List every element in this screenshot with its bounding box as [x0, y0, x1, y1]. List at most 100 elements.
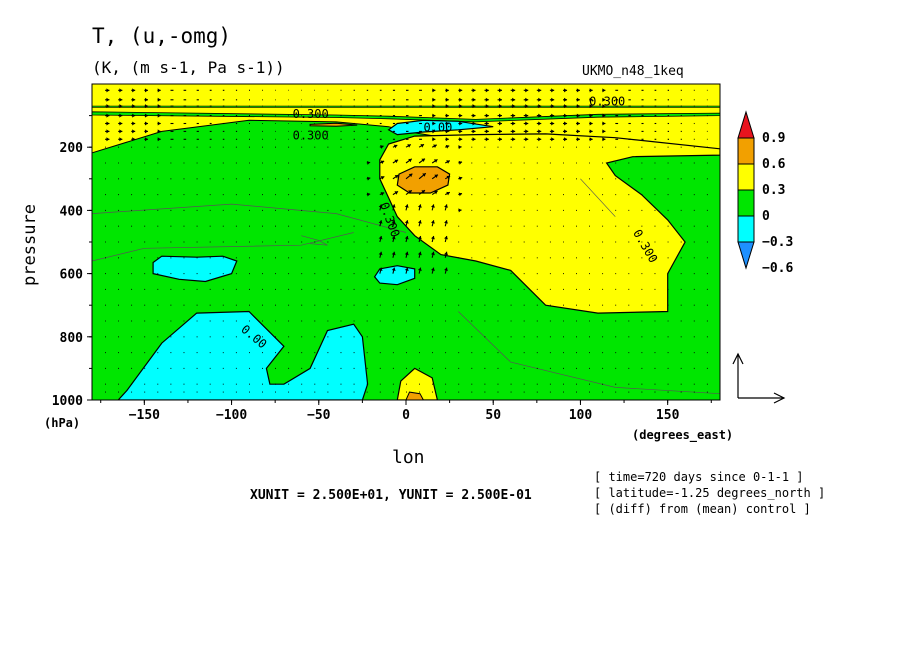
vector-head-321 — [525, 137, 529, 142]
vector-head-279 — [602, 129, 606, 134]
vector-head-360 — [407, 144, 411, 148]
x-ticks: −150 −100 −50 0 50 100 150 — [100, 400, 712, 423]
vector-head-78 — [485, 97, 489, 102]
vector-head-551 — [391, 204, 396, 208]
reference-vector — [732, 352, 786, 404]
contour-label-2: 0.300 — [293, 128, 329, 142]
contour-label-1: 0.300 — [589, 94, 625, 108]
vector-head-291 — [132, 137, 136, 142]
vector-head-698 — [430, 251, 435, 256]
vector-head-552 — [404, 204, 409, 208]
vector-head-292 — [144, 137, 148, 142]
vector-head-456 — [408, 173, 413, 178]
colorbar-label-0: 0.9 — [762, 131, 785, 146]
vector-head-320 — [512, 137, 516, 142]
vector-head-457 — [422, 173, 426, 177]
y-tick-label-800: 800 — [60, 331, 84, 346]
vector-head-27 — [445, 88, 449, 93]
x-tick-label--100: −100 — [216, 408, 247, 423]
vector-head-699 — [444, 251, 448, 256]
vector-head-503 — [394, 191, 399, 195]
vector-head-278 — [589, 129, 593, 134]
vector-head-179 — [551, 113, 555, 118]
vector-head-79 — [499, 97, 503, 102]
vector-head-506 — [433, 191, 438, 195]
vector-head-323 — [551, 137, 555, 142]
vector-head-193 — [106, 121, 110, 126]
vector-head-358 — [380, 145, 384, 149]
contour-label-6: 0.00 — [423, 120, 452, 134]
vector-head-603 — [444, 220, 448, 224]
vector-head-602 — [430, 220, 435, 224]
vector-head-127 — [499, 104, 503, 109]
vector-head-170 — [432, 113, 436, 118]
vector-head-26 — [432, 88, 436, 93]
vector-head-268 — [459, 129, 463, 134]
vector-head-293 — [157, 137, 161, 142]
vector-head-359 — [393, 144, 398, 149]
vector-head-651 — [444, 236, 448, 240]
vector-head-407 — [394, 159, 399, 164]
vector-head-649 — [417, 236, 422, 240]
vector-head-28 — [459, 88, 463, 93]
vector-head-221 — [472, 121, 476, 126]
y-tick-label-400: 400 — [60, 204, 84, 219]
chart-units: (K, (m s-1, Pa s-1)) — [92, 58, 285, 77]
vector-head-408 — [408, 158, 412, 163]
y-tick-label-600: 600 — [60, 268, 84, 283]
vector-head-1 — [106, 88, 110, 93]
y-tick-label-200: 200 — [60, 141, 84, 156]
fill-green-band — [92, 111, 720, 123]
fill-cyan-lower — [117, 310, 369, 400]
vector-head-219 — [445, 121, 449, 126]
vector-head-504 — [408, 190, 412, 194]
vector-head-196 — [144, 121, 148, 126]
vector-head-197 — [157, 121, 161, 126]
vector-head-51 — [132, 97, 136, 102]
vector-head-38 — [589, 88, 593, 93]
colorbar-label-2: 0.3 — [762, 183, 785, 198]
x-tick-label-100: 100 — [569, 408, 593, 423]
vector-head-319 — [499, 137, 503, 142]
vector-head-39 — [602, 88, 606, 93]
vector-head-76 — [459, 97, 463, 102]
vector-head-744 — [404, 267, 409, 271]
vector-head-177 — [525, 113, 529, 118]
vector-head-455 — [394, 175, 399, 179]
vector-head-4 — [144, 88, 148, 93]
vector-head-553 — [417, 204, 422, 208]
vector-head-267 — [445, 129, 449, 134]
fill-orange-core — [396, 166, 451, 194]
vector-head-97 — [106, 104, 110, 109]
vector-head-406 — [380, 160, 385, 165]
vector-head-34 — [538, 88, 542, 93]
vector-head-122 — [432, 104, 436, 109]
x-axis-label: lon — [392, 447, 425, 468]
colorbar-seg-3 — [737, 189, 755, 217]
vector-head-501 — [366, 192, 371, 197]
vector-head-146 — [119, 113, 123, 118]
y-ticks: 200 400 600 800 1000 — [52, 115, 92, 409]
vector-head-98 — [119, 104, 123, 109]
vector-head-129 — [525, 104, 529, 109]
vector-head-647 — [391, 236, 396, 240]
vector-head-273 — [525, 129, 529, 134]
meta-time: [ time=720 days since 0-1-1 ] — [594, 470, 804, 484]
y-axis-unit: (hPa) — [44, 416, 81, 430]
vector-head-84 — [564, 97, 568, 102]
colorbar-tri-bottom — [737, 241, 755, 270]
vector-head-550 — [378, 204, 383, 208]
vector-head-99 — [132, 104, 136, 109]
vector-head-31 — [499, 88, 503, 93]
vector-head-223 — [499, 121, 503, 126]
vector-head-32 — [512, 88, 516, 93]
vector-head-460 — [458, 176, 463, 181]
vector-head-176 — [512, 113, 516, 118]
vector-head-410 — [433, 159, 438, 163]
vector-head-124 — [459, 104, 463, 109]
vector-head-695 — [391, 251, 396, 256]
vector-head-242 — [119, 129, 123, 134]
vector-head-244 — [144, 129, 148, 134]
vector-head-289 — [106, 137, 110, 142]
